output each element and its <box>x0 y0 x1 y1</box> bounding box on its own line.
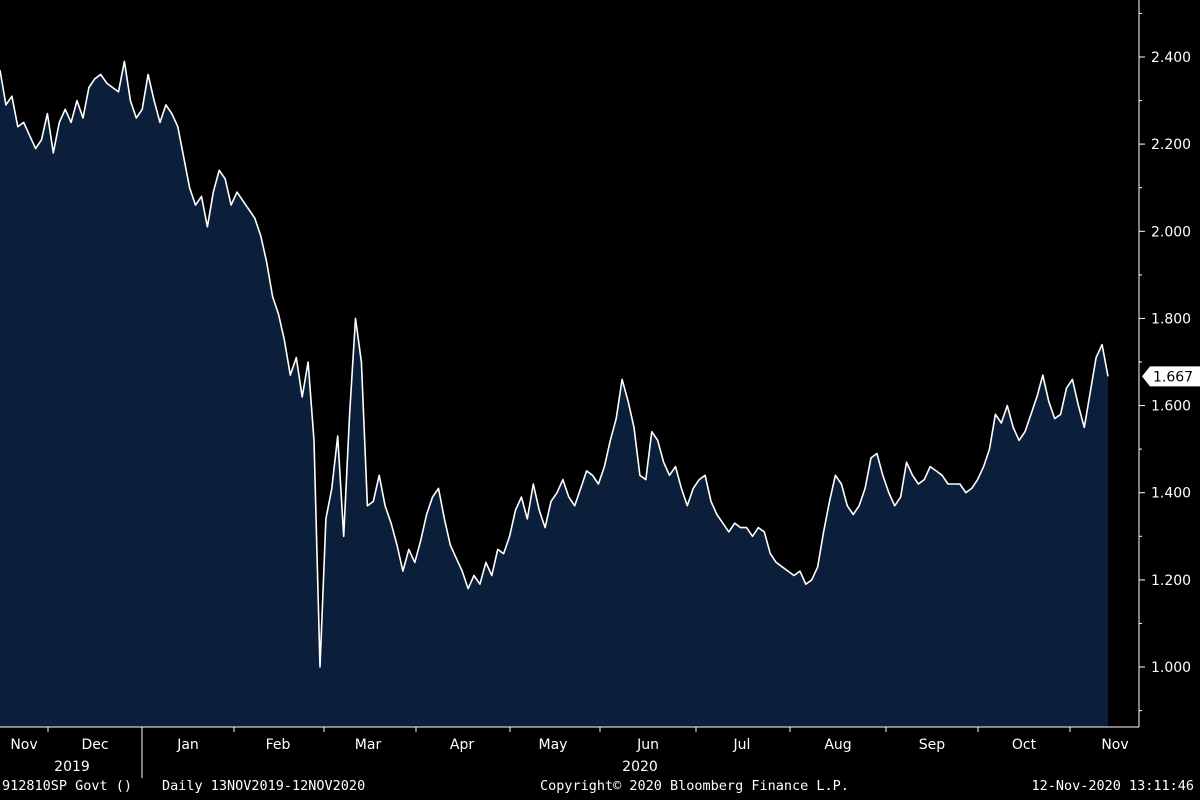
y-tick-label: 2.200 <box>1151 137 1191 153</box>
x-tick-label: Nov <box>10 737 37 753</box>
year-label: 2020 <box>622 759 658 775</box>
plot-area <box>0 60 1109 727</box>
series-area <box>0 61 1108 727</box>
security-ticker: 912810SP Govt () <box>2 778 133 794</box>
y-tick-label: 2.000 <box>1151 224 1191 240</box>
year-label: 2019 <box>54 759 90 775</box>
y-tick-label: 1.000 <box>1151 660 1191 676</box>
y-tick-label: 1.800 <box>1151 311 1191 327</box>
last-value-badge <box>1142 366 1200 387</box>
x-tick-label: Aug <box>824 737 851 753</box>
date-range: Daily 13NOV2019-12NOV2020 <box>162 778 366 794</box>
x-tick-label: Oct <box>1012 737 1037 753</box>
last-value-label: 1.667 <box>1153 369 1193 385</box>
copyright-notice: Copyright© 2020 Bloomberg Finance L.P. <box>540 778 849 794</box>
axis-labels: 1.000 1.200 1.400 1.600 1.800 2.000 2.200 2.400… <box>10 50 1200 775</box>
x-tick-label: Jun <box>636 737 659 753</box>
timestamp: 12-Nov-2020 13:11:46 <box>1031 778 1194 794</box>
x-tick-label: Feb <box>266 737 291 753</box>
y-tick-label: 1.200 <box>1151 573 1191 589</box>
axes <box>0 0 1145 778</box>
x-tick-label: Jul <box>733 737 751 753</box>
x-tick-label: Mar <box>355 737 382 753</box>
series-line <box>0 60 1109 668</box>
x-tick-label: Sep <box>919 737 946 753</box>
y-tick-label: 2.400 <box>1151 50 1191 66</box>
x-tick-label: Apr <box>450 737 474 753</box>
y-tick-label: 1.600 <box>1151 399 1191 415</box>
x-tick-label: Dec <box>81 737 108 753</box>
y-tick-label: 1.400 <box>1151 486 1191 502</box>
x-tick-label: May <box>539 737 568 753</box>
x-tick-label: Jan <box>176 737 199 753</box>
x-tick-label: Nov <box>1101 737 1128 753</box>
